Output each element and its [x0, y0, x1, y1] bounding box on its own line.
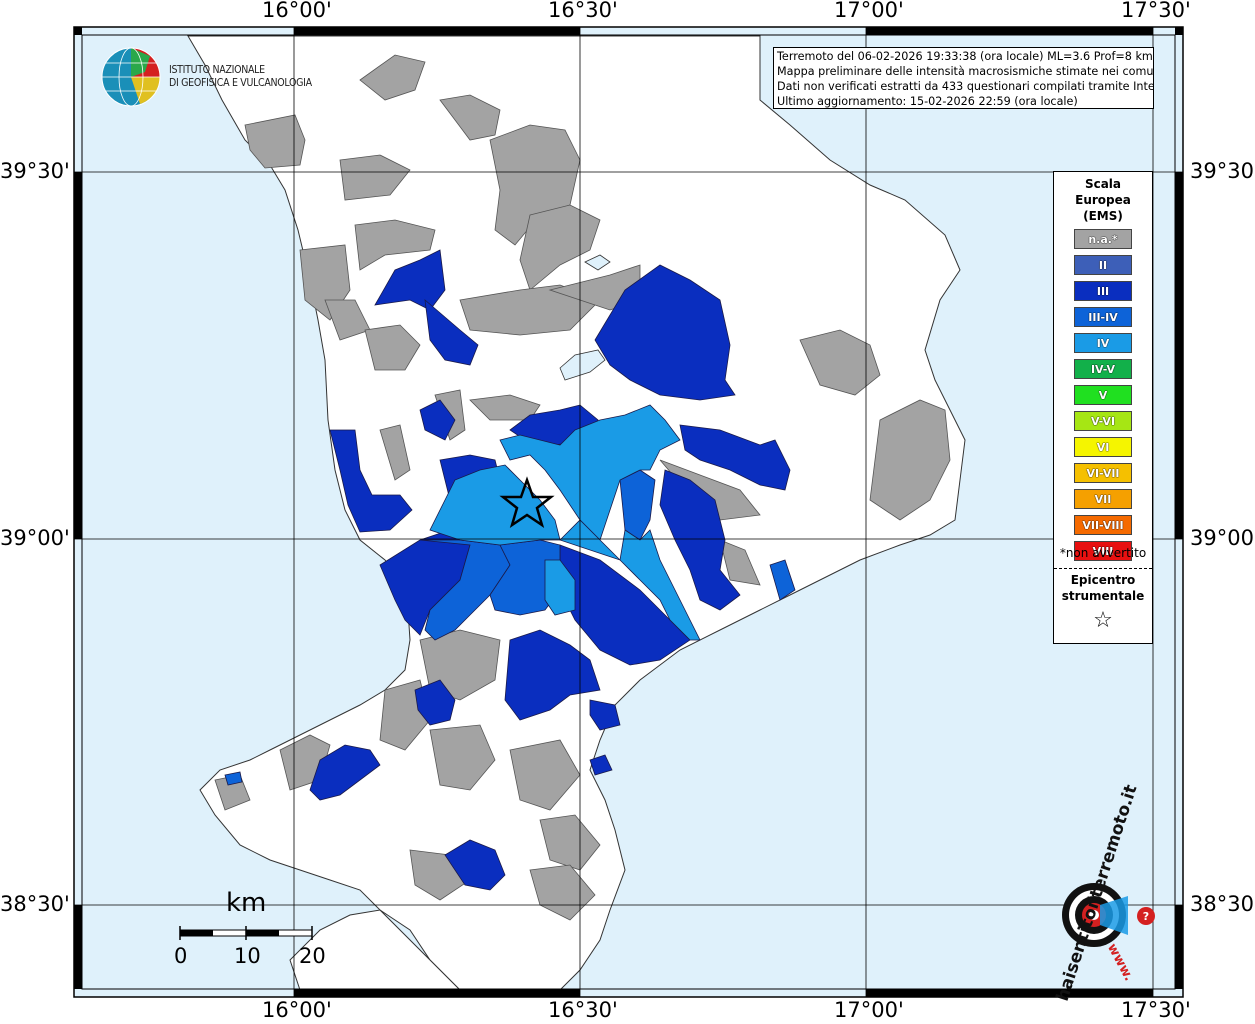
- epicenter-legend-title: Epicentro strumentale: [1054, 572, 1152, 604]
- legend-swatch-10: VII: [1074, 489, 1132, 509]
- epicenter-title-line-1: Epicentro: [1070, 573, 1136, 587]
- epicenter-star-icon: ☆: [1093, 608, 1113, 633]
- int-iii-iv-municipalities: [224, 469, 796, 786]
- ems-legend: Scala Europea (EMS) n.a.* II III III-IV IV IV…: [1053, 171, 1153, 644]
- lon-label-bottom-1: 16°00': [262, 998, 332, 1022]
- legend-swatch-9: VI-VII: [1074, 463, 1132, 483]
- legend-swatch-5: IV-V: [1074, 359, 1132, 379]
- legend-title-line-2: Europea: [1075, 193, 1131, 207]
- lake-1: [559, 349, 606, 381]
- legend-title: Scala Europea (EMS): [1054, 176, 1152, 224]
- lat-label-left-3: 38°30': [0, 892, 70, 916]
- info-line-2: Mappa preliminare delle intensità macros…: [777, 65, 1154, 78]
- lat-label-right-2: 39°00': [1190, 526, 1255, 550]
- lon-label-top-1: 16°00': [262, 0, 332, 22]
- frame-bars: [74, 27, 1183, 997]
- na-municipalities: [214, 54, 951, 921]
- scale-bar: [179, 926, 313, 940]
- lon-label-top-3: 17°00': [834, 0, 904, 22]
- lat-label-left-1: 39°30': [0, 159, 70, 183]
- scale-unit: km: [226, 888, 267, 918]
- info-line-1: Terremoto del 06-02-2026 19:33:38 (ora l…: [777, 50, 1153, 63]
- legend-swatch-1: II: [1074, 255, 1132, 275]
- lon-label-bottom-4: 17°30': [1121, 998, 1191, 1022]
- legend-swatch-12: VIII: [1074, 541, 1132, 561]
- lat-label-right-1: 39°30': [1190, 159, 1255, 183]
- epicenter-star: [499, 476, 555, 528]
- scale-label-20: 20: [299, 944, 326, 968]
- legend-swatch-11: VII-VIII: [1074, 515, 1132, 535]
- int-iii-municipalities: [309, 249, 791, 891]
- legend-swatch-4: IV: [1074, 333, 1132, 353]
- institute-line-1: ISTITUTO NAZIONALE: [169, 64, 265, 76]
- scale-label-0: 0: [174, 944, 188, 968]
- land-south: [289, 909, 462, 991]
- legend-title-line-1: Scala: [1084, 177, 1122, 191]
- legend-swatch-0: n.a.*: [1074, 229, 1132, 249]
- scale-label-10: 10: [234, 944, 261, 968]
- legend-swatch-7: V-VI: [1074, 411, 1132, 431]
- legend-swatch-2: III: [1074, 281, 1132, 301]
- graticule: [74, 27, 1183, 997]
- institute-line-2: DI GEOFISICA E VULCANOLOGIA: [169, 77, 312, 89]
- event-info-box: Terremoto del 06-02-2026 19:33:38 (ora l…: [773, 47, 1154, 109]
- epicenter-title-line-2: strumentale: [1061, 589, 1145, 603]
- institute-name: ISTITUTO NAZIONALE DI GEOFISICA E VULCAN…: [169, 64, 312, 90]
- lon-label-bottom-3: 17°00': [834, 998, 904, 1022]
- svg-text:?: ?: [1143, 910, 1149, 923]
- ingv-logo-icon: [101, 47, 161, 107]
- legend-swatch-6: V: [1074, 385, 1132, 405]
- lat-label-left-2: 39°00': [0, 526, 70, 550]
- lat-label-right-3: 38°30': [1190, 892, 1255, 916]
- legend-title-line-3: (EMS): [1083, 209, 1123, 223]
- legend-separator: [1054, 568, 1152, 569]
- legend-swatch-3: III-IV: [1074, 307, 1132, 327]
- lon-label-top-4: 17°30': [1121, 0, 1191, 22]
- legend-note: *non avvertito: [1059, 546, 1147, 560]
- info-line-4: Ultimo aggiornamento: 15-02-2026 22:59 (…: [777, 95, 1078, 108]
- lon-label-top-2: 16°30': [548, 0, 618, 22]
- lon-label-bottom-2: 16°30': [548, 998, 618, 1022]
- info-line-3: Dati non verificati estratti da 433 ques…: [777, 80, 1154, 93]
- target-icon: ?: [1062, 883, 1155, 947]
- int-iv-municipalities: [429, 404, 701, 641]
- legend-swatch-8: VI: [1074, 437, 1132, 457]
- lake-2: [584, 254, 611, 271]
- legend-items: n.a.* II III III-IV IV IV-V V V-VI VI VI-VII VII VI…: [1074, 229, 1132, 567]
